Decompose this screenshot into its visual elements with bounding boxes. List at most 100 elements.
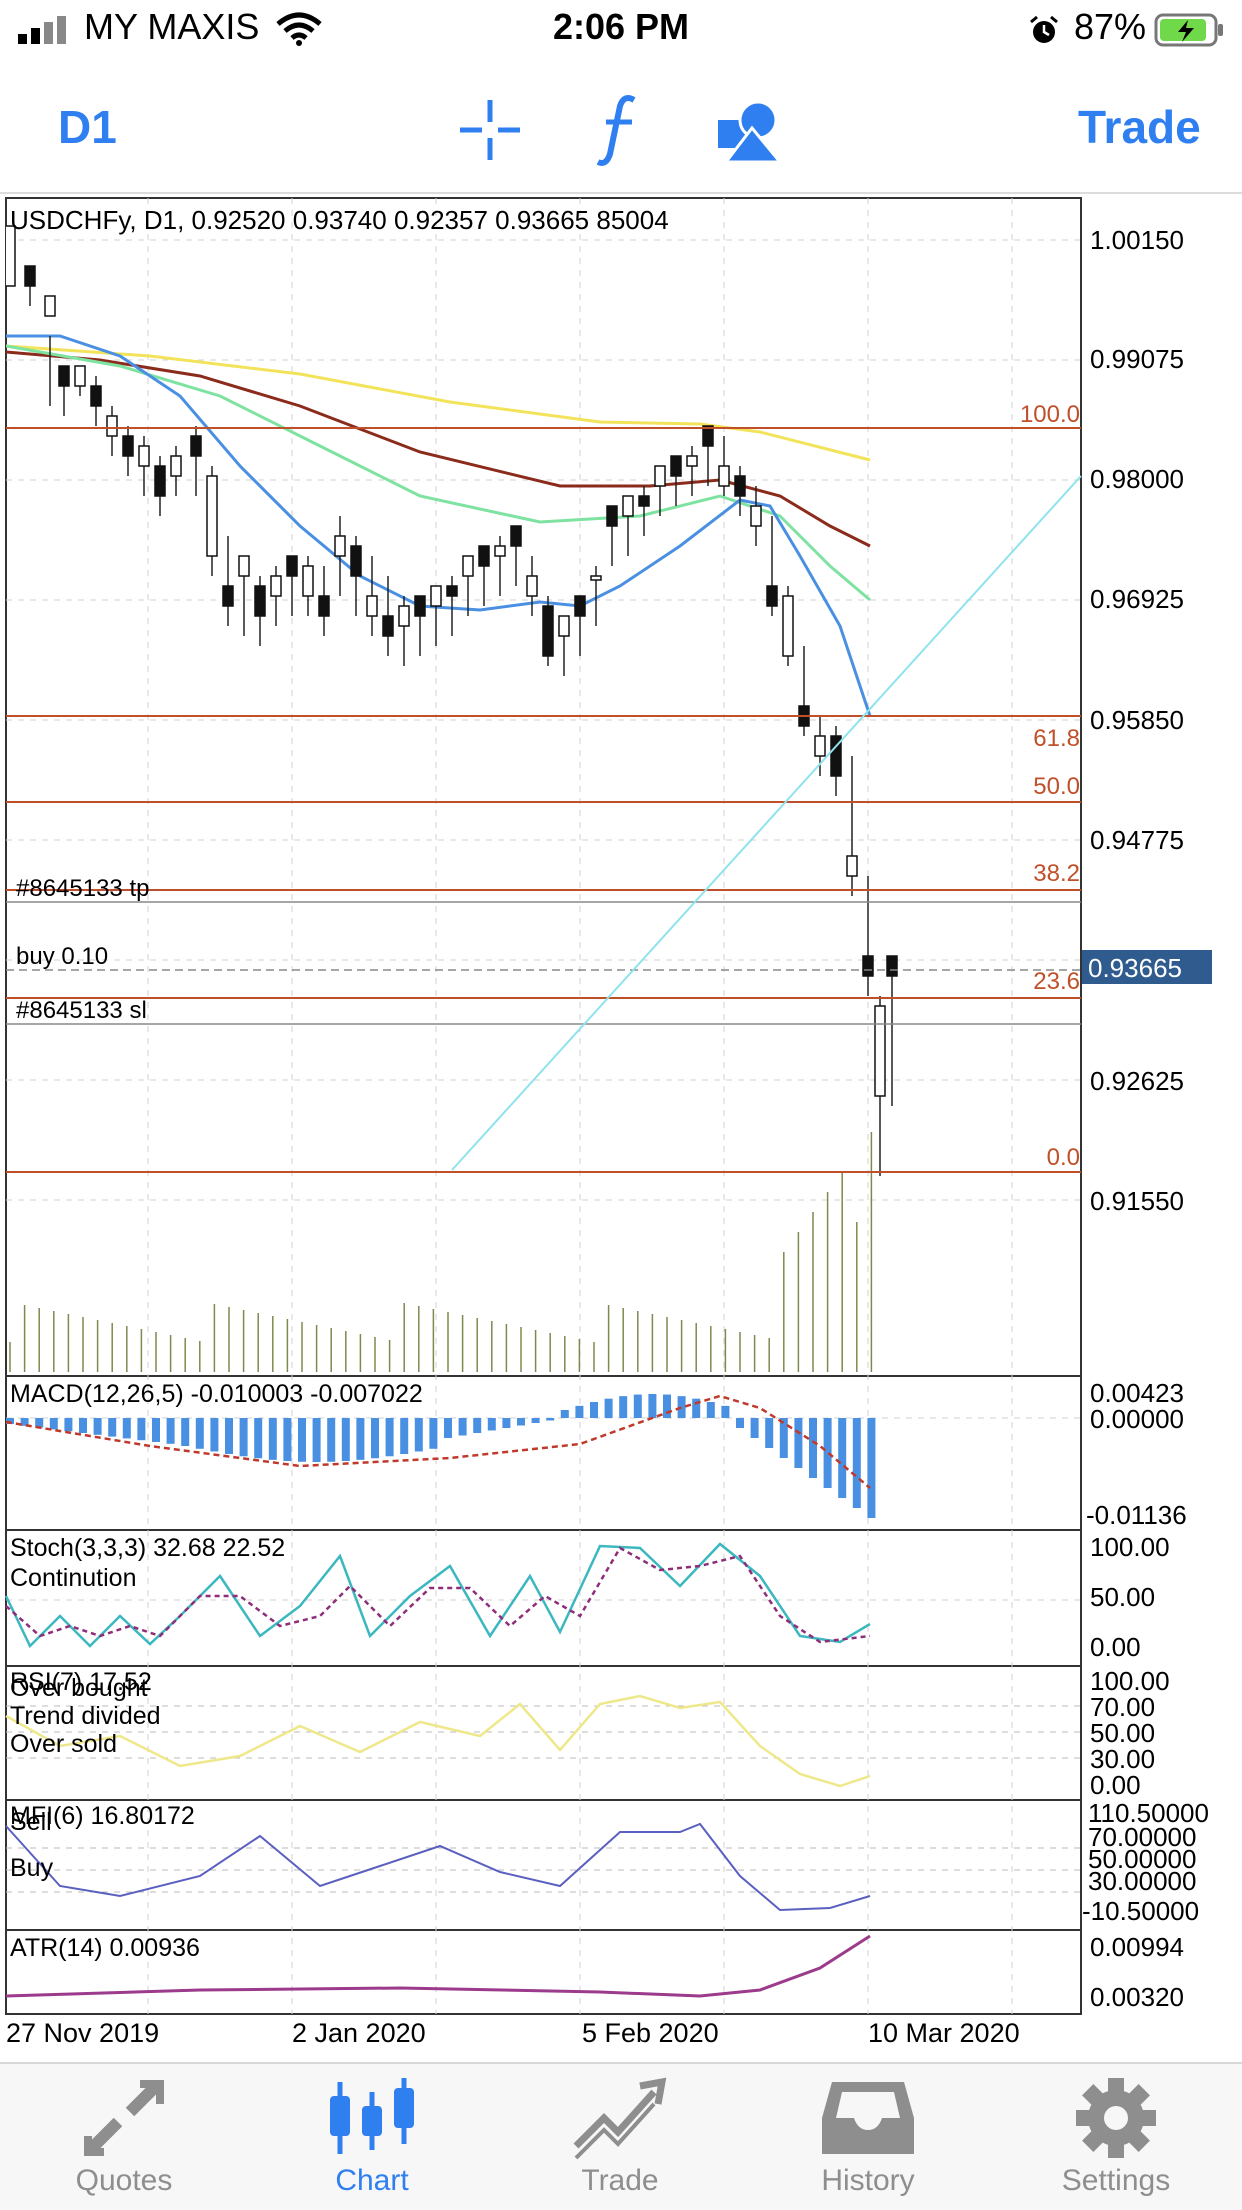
macd-bar	[560, 1410, 569, 1418]
macd-bar	[575, 1405, 584, 1418]
price-chart[interactable]: USDCHFy, D1, 0.92520 0.93740 0.92357 0.9…	[0, 196, 1242, 2060]
trade-button[interactable]: Trade	[1078, 101, 1201, 153]
macd-bar	[385, 1418, 394, 1457]
atr-tick: 0.00320	[1090, 1982, 1184, 2012]
carrier-name: MY MAXIS	[84, 6, 260, 47]
current-price-badge	[1082, 950, 1212, 984]
tab-chart[interactable]: Chart	[248, 2064, 496, 2210]
timeframe-button[interactable]: D1	[58, 101, 117, 153]
macd-bar	[619, 1396, 628, 1418]
macd-bar	[852, 1418, 861, 1508]
macd-bar	[254, 1418, 263, 1459]
fib-label: 23.6	[1033, 968, 1080, 995]
stoch-main-line	[4, 1542, 871, 1649]
rsi-trend: Trend divided	[10, 1702, 161, 1730]
ma-green-line	[6, 344, 871, 602]
mfi-tick: 50.00000	[1088, 1844, 1196, 1874]
ma-brown-line	[6, 350, 871, 548]
wifi-icon	[276, 12, 322, 46]
macd-bar	[663, 1394, 671, 1418]
candle-body	[414, 595, 426, 617]
candle-body	[90, 385, 102, 407]
atr-line	[5, 1934, 871, 1998]
clock: 2:06 PM	[552, 6, 690, 47]
price-tick: 0.98000	[1090, 464, 1184, 494]
macd-bar	[312, 1418, 321, 1462]
macd-bar	[648, 1394, 657, 1418]
candle-body	[846, 855, 858, 877]
macd-tick: -0.01136	[1086, 1500, 1187, 1530]
chart-toolbar: D1 Trade	[0, 62, 1242, 194]
tab-history-label: History	[821, 2164, 915, 2197]
rsi-tick: 100.00	[1090, 1666, 1170, 1696]
rsi-tick: 50.00	[1090, 1718, 1155, 1748]
price-tick: 0.99075	[1090, 344, 1184, 374]
macd-bar	[79, 1418, 87, 1433]
stoch-tick: 0.00	[1090, 1632, 1141, 1662]
candle-body	[590, 575, 602, 581]
macd-bar	[779, 1418, 788, 1458]
candle-body	[574, 595, 586, 617]
crosshair-icon[interactable]	[458, 98, 522, 162]
candle-body	[382, 615, 394, 637]
tab-quotes[interactable]: Quotes	[0, 2064, 248, 2210]
candle-body	[702, 425, 714, 447]
candle-body	[44, 295, 56, 317]
tab-history[interactable]: History	[744, 2064, 992, 2210]
shapes-icon[interactable]	[716, 98, 782, 164]
candle-body	[886, 955, 898, 977]
macd-bar	[49, 1418, 58, 1430]
candle-body	[302, 565, 314, 597]
rsi-line	[5, 1694, 871, 1788]
price-tick: 0.92625	[1090, 1066, 1184, 1096]
candle-body	[350, 545, 362, 577]
macd-label: MACD(12,26,5) -0.010003 -0.007022	[10, 1380, 423, 1408]
trend-icon	[573, 2077, 667, 2160]
macd-bar	[444, 1418, 452, 1438]
candle-body	[286, 555, 298, 577]
mfi-tick: 70.00000	[1088, 1822, 1196, 1852]
candle-body	[670, 455, 682, 477]
macd-bar	[429, 1418, 438, 1449]
macd-bar	[327, 1418, 336, 1462]
order-buy-label: buy 0.10	[16, 943, 108, 970]
macd-bar	[546, 1418, 555, 1421]
candle-body	[830, 735, 842, 777]
candle-body	[558, 615, 570, 637]
macd-bar	[531, 1418, 540, 1423]
mfi-sell: Sell	[10, 1808, 52, 1836]
candle-body	[74, 365, 86, 387]
candle-body	[430, 585, 442, 607]
date-tick: 2 Jan 2020	[292, 2018, 426, 2048]
candle-body	[334, 535, 346, 557]
macd-bar	[356, 1418, 365, 1460]
candle-body	[6, 225, 16, 287]
macd-bar	[371, 1418, 379, 1459]
fib-label: 0.0	[1047, 1144, 1080, 1171]
macd-bar	[838, 1418, 847, 1498]
chart-area[interactable]: USDCHFy, D1, 0.92520 0.93740 0.92357 0.9…	[0, 196, 1242, 2060]
battery-icon	[1154, 13, 1223, 47]
alarm-icon	[1030, 15, 1058, 43]
tab-quotes-label: Quotes	[75, 2164, 173, 2197]
macd-bar	[93, 1418, 102, 1435]
rsi-tick: 0.00	[1090, 1770, 1141, 1800]
function-icon[interactable]	[594, 92, 644, 168]
price-tick: 1.00150	[1090, 225, 1184, 255]
mfi-buy: Buy	[10, 1854, 54, 1882]
tab-settings[interactable]: Settings	[992, 2064, 1240, 2210]
date-tick: 27 Nov 2019	[6, 2018, 159, 2048]
macd-bar	[341, 1418, 350, 1462]
macd-bar	[108, 1418, 117, 1437]
fib-label: 38.2	[1033, 860, 1080, 887]
candle-body	[366, 595, 378, 617]
macd-bar	[590, 1402, 598, 1418]
candle-body	[686, 455, 698, 467]
macd-bar	[64, 1418, 73, 1432]
macd-bar	[166, 1418, 175, 1444]
candle-body	[106, 415, 118, 437]
tab-trade[interactable]: Trade	[496, 2064, 744, 2210]
trendline[interactable]	[451, 475, 1082, 1171]
candle-body	[494, 545, 506, 557]
date-tick: 5 Feb 2020	[582, 2018, 719, 2048]
